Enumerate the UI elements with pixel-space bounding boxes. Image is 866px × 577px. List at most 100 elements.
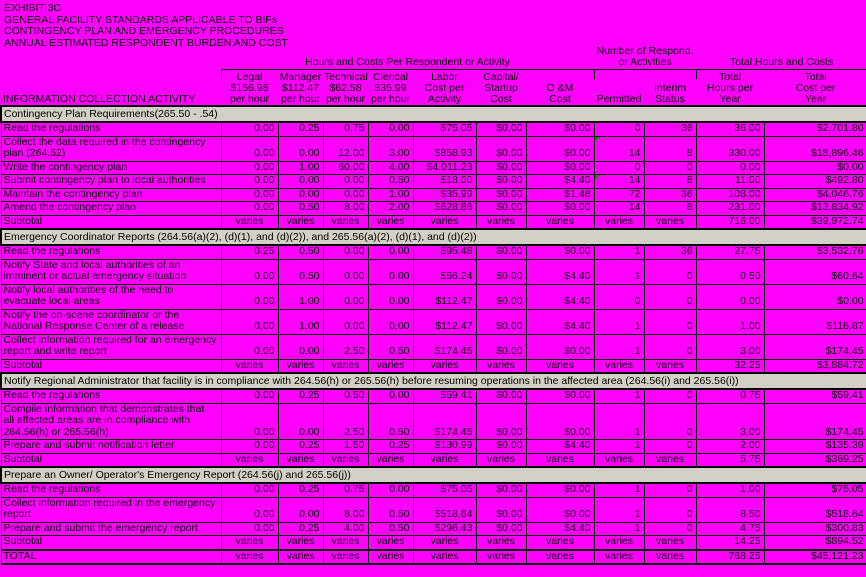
activity-label: Prepare and submit notification letter [0,439,222,454]
value-cell: 0.00 [220,283,279,310]
value-cell: 0.00 [220,135,279,162]
value-cell: $75.05 [412,482,477,498]
value-cell: $0.00 [475,402,527,440]
value-cell: $59.41 [763,388,866,404]
table-row: Collect the data required in the conting… [0,135,866,162]
column-header-line: Labor [431,71,458,83]
value-cell: $59.41 [412,388,477,404]
value-cell: $0.00 [475,308,527,335]
value-cell: 1 [593,521,645,536]
column-header-line: $156.98 [230,82,269,94]
value-cell: 2.50 [322,402,369,440]
value-cell: $0.00 [525,121,595,137]
activity-label: Subtotal [0,214,222,230]
value-cell: varies [277,535,324,551]
column-header-line: per hour [370,93,411,105]
value-cell: 1 [593,244,645,260]
value-cell: $858.93 [412,135,477,162]
value-cell: 0.00 [322,174,369,189]
value-cell: 4.00 [322,521,369,536]
value-cell: 0.50 [367,174,414,189]
value-cell: $0.00 [525,244,595,260]
value-cell: 0.00 [277,174,324,189]
value-cell: 0 [643,521,697,536]
column-header: Legal $156.98 per hour [221,69,278,107]
activity-label: Subtotal [0,535,222,551]
value-cell: $369.25 [763,452,866,468]
table-row: Read the regulations 0.25 0.50 0.00 0.00 $95.… [0,244,866,260]
title-line-exhibit: EXHIBIT 3C [4,2,61,14]
value-cell: varies [643,214,697,230]
value-cell: varies [367,452,414,468]
activity-label: Collect information required in the emer… [0,496,222,523]
column-header-line: $62.58 [329,82,362,94]
value-cell: 0.75 [322,482,369,498]
value-cell: 1 [593,496,645,523]
value-cell: $116.87 [763,308,866,335]
column-header-line: Startup [484,82,518,94]
value-cell-flagged: 14 [593,135,645,162]
column-header: Permitted [594,69,644,107]
value-cell: varies [220,452,279,468]
value-cell: 0.00 [367,308,414,335]
value-cell: $13,834.92 [763,201,866,216]
column-header-line: per hour [229,93,270,105]
table-row: Write the contingency plan 0.00 1.00 60.00 4… [0,160,866,175]
value-cell: 2.00 [695,439,765,454]
value-cell: $3,532.76 [763,244,866,260]
activity-label: Collect information required for an emer… [0,333,222,360]
group-header-number-respondents: Number of Respond. or Activities [594,46,697,70]
value-cell: varies [277,358,324,374]
value-cell: 3.00 [695,402,765,440]
value-cell: 0.75 [695,388,765,404]
value-cell: $0.00 [525,333,595,360]
value-cell: 36 [643,244,697,260]
value-cell: 330.00 [695,135,765,162]
value-cell: 0.00 [367,283,414,310]
value-cell: 0.25 [277,521,324,536]
value-cell: $0.00 [475,244,527,260]
activity-label: Read the regulations [0,244,222,260]
value-cell: 8 [643,174,697,189]
group-header-total-hours-costs: Total Hours and Costs [696,46,866,70]
column-header-line: Legal [236,71,263,83]
value-cell: varies [322,358,369,374]
column-header: O &M Cost [526,70,594,107]
column-header: Manager $112.47 per hour [278,70,323,107]
value-cell: $0.00 [525,388,595,404]
value-cell: $492.80 [763,174,866,189]
column-header: Technical $62.58 per hour [323,70,368,107]
burden-cost-table: Hours and Costs Per Respondent or Activi… [0,46,866,565]
value-cell: 0.00 [322,258,369,285]
value-cell: 36 [643,121,697,137]
section-header-row: Prepare an Owner/ Operator's Emergency R… [0,466,866,484]
value-cell: $300.83 [763,521,866,536]
value-cell: 8.50 [695,496,765,523]
value-cell: 231.00 [695,201,765,216]
value-cell: 0.00 [322,283,369,310]
value-cell: 0.00 [220,174,279,189]
table-row: Read the regulations 0.00 0.25 0.75 0.00 $75.… [0,482,866,498]
value-cell: varies [593,452,645,468]
value-cell: $0.00 [763,283,866,310]
section-header-label: Prepare an Owner/ Operator's Emergency R… [0,466,866,484]
value-cell: $4.40 [525,521,595,536]
column-header-line: Permitted [596,93,642,105]
value-cell: 5.75 [695,452,765,468]
value-cell: varies [322,548,369,565]
activity-label: Prepare and submit the emergency report [0,521,222,536]
value-cell: 0.00 [220,121,279,137]
table-row: Notify local authorities of the need to … [0,283,866,310]
value-cell: 1.00 [277,283,324,310]
value-cell: 8.00 [322,201,369,216]
value-cell: 0.00 [322,308,369,335]
value-cell: $4.40 [525,258,595,285]
value-cell: 0.00 [367,388,414,404]
value-cell: varies [367,358,414,374]
value-cell: $0.00 [475,187,527,202]
value-cell: varies [220,548,279,565]
value-cell: $174.45 [763,333,866,360]
column-header-row: INFORMATION COLLECTION ACTIVITY Legal $15… [1,69,866,107]
column-header-line: Total [718,71,742,83]
